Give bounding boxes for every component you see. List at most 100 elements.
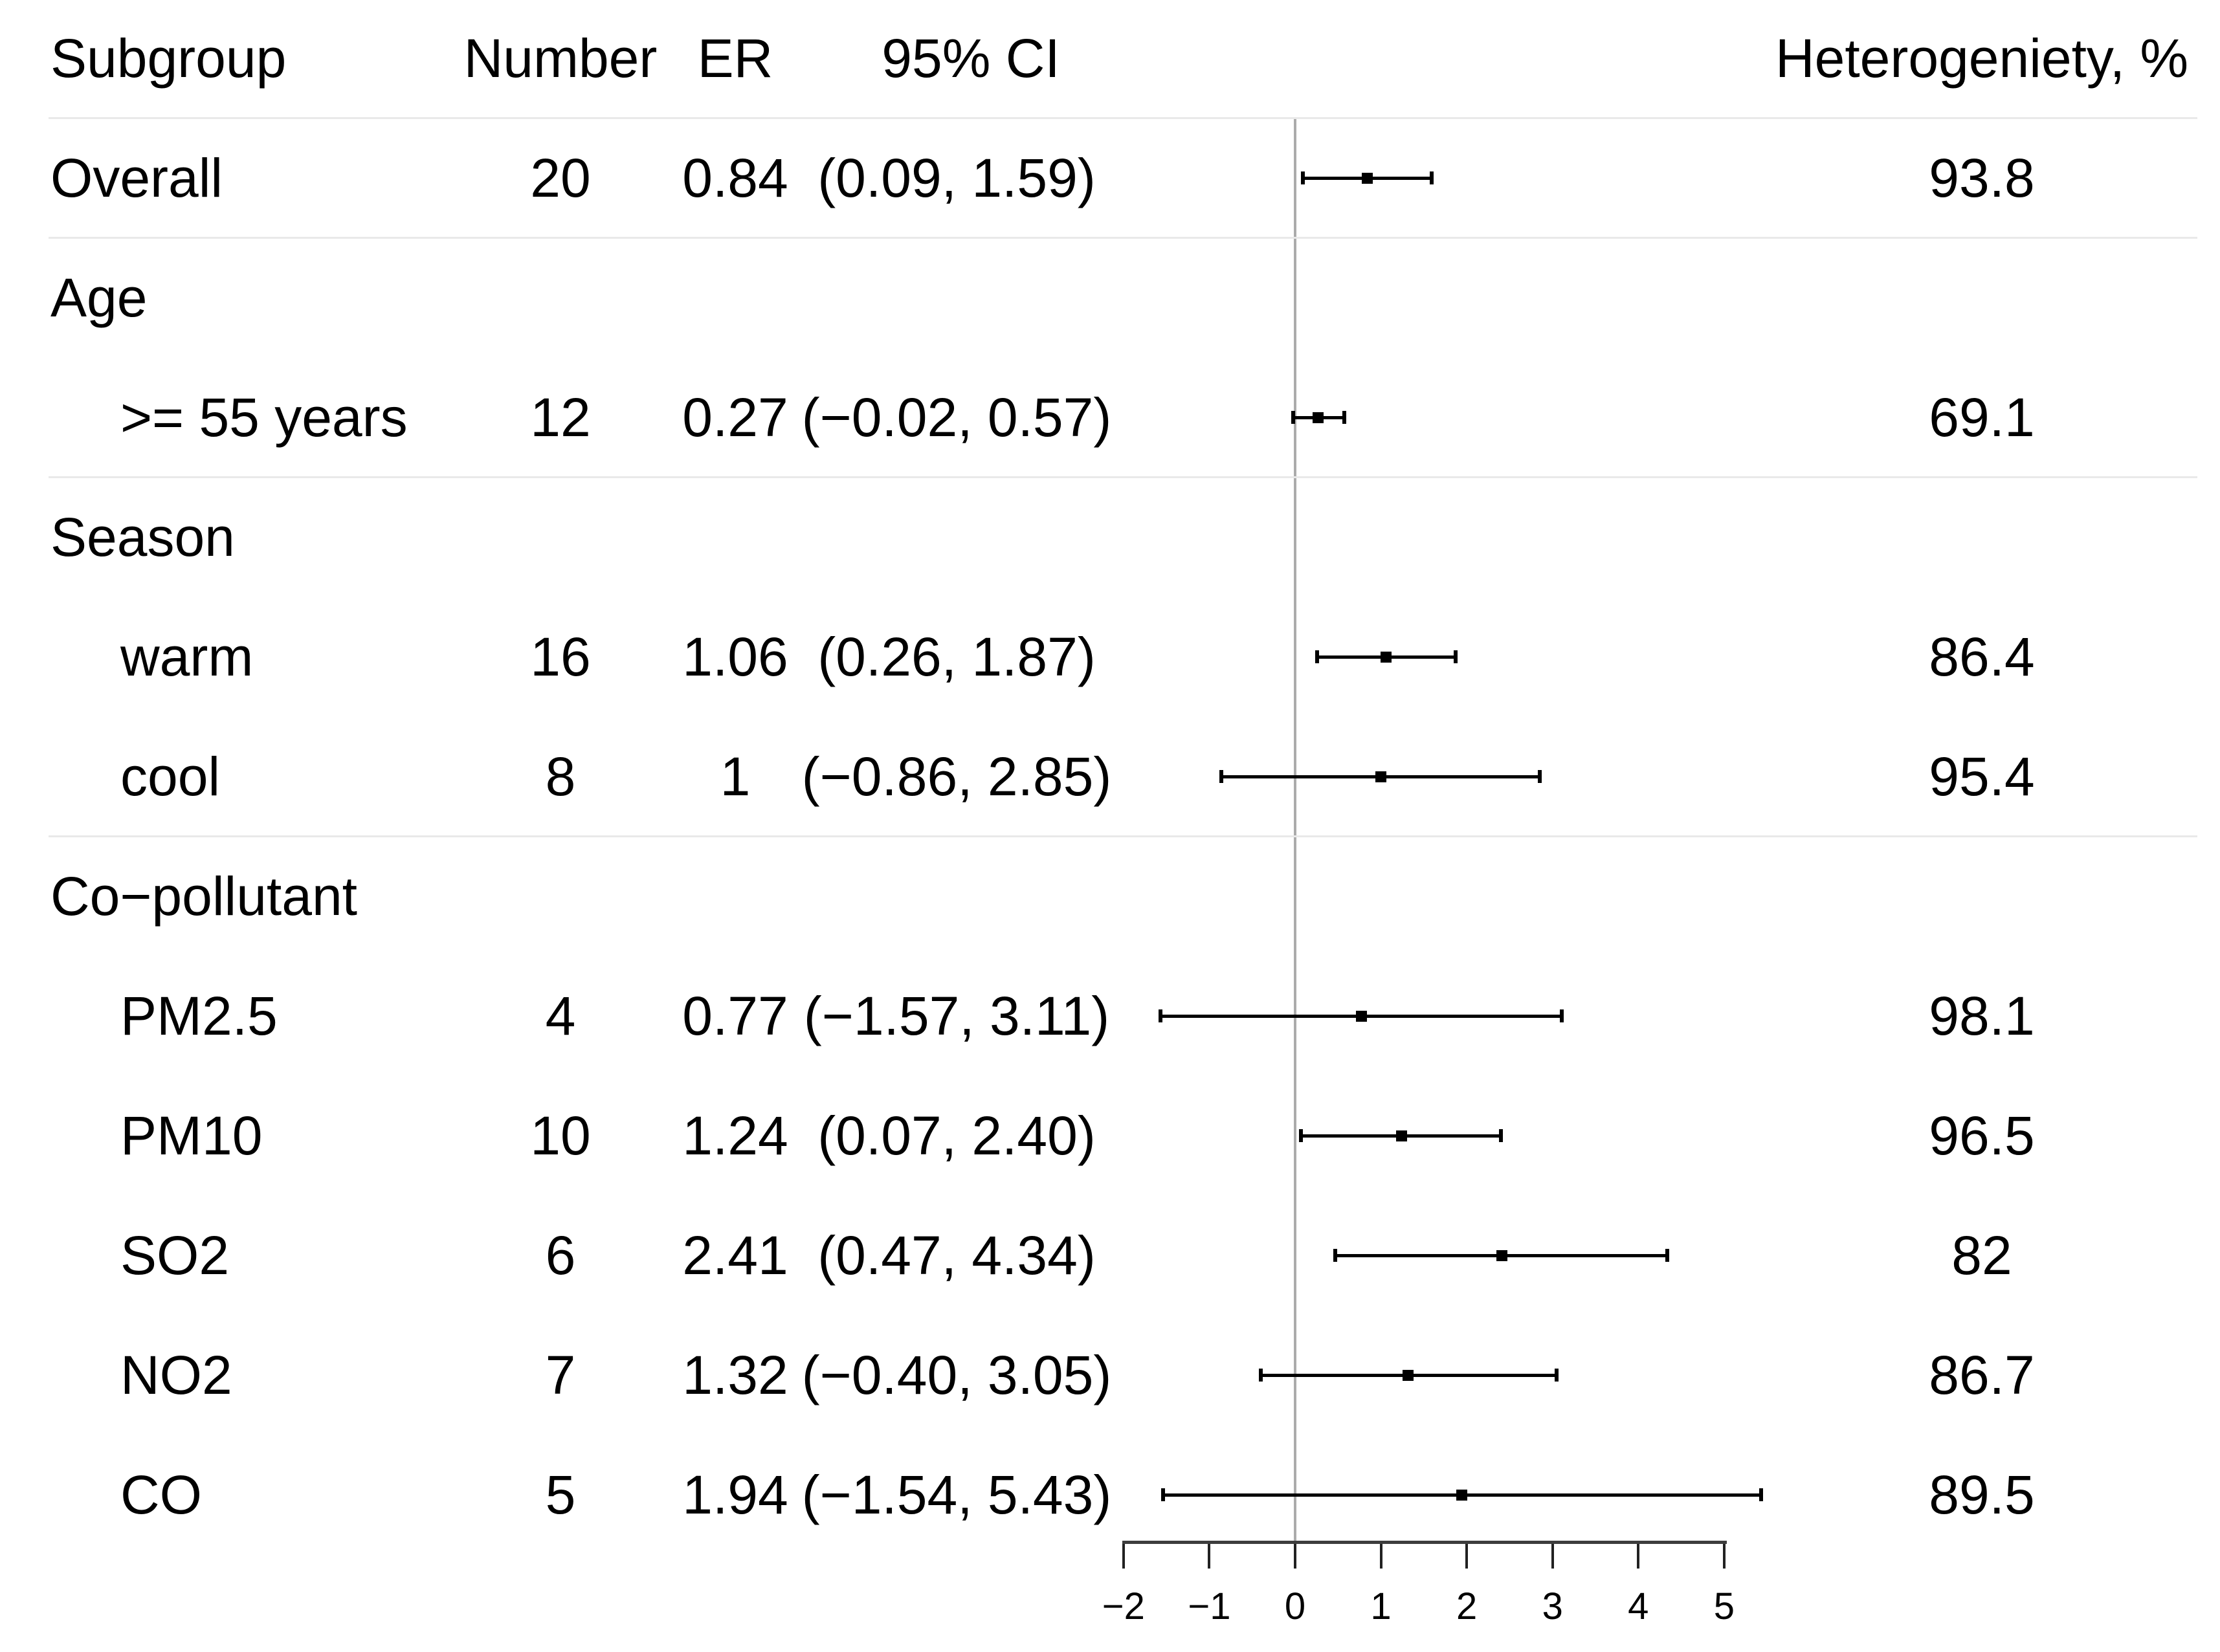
section-divider-line <box>49 476 2197 478</box>
ci-upper-cap <box>1560 1009 1564 1022</box>
ci-upper-cap <box>1759 1488 1763 1501</box>
point-estimate-marker <box>1361 172 1373 184</box>
row-er-value: 1.94 <box>682 1464 788 1525</box>
x-axis-tick <box>1465 1544 1469 1569</box>
x-axis-tick <box>1379 1544 1382 1569</box>
row-number: 7 <box>545 1345 576 1405</box>
row-ci-text: (−0.02, 0.57) <box>801 387 1112 448</box>
section-label: Age <box>50 267 148 328</box>
row-number: 12 <box>530 387 591 448</box>
row-label: Overall <box>50 148 223 208</box>
x-axis-tick-label: 2 <box>1456 1585 1478 1627</box>
x-axis-tick-label: 5 <box>1713 1585 1735 1627</box>
ci-lower-cap <box>1258 1369 1263 1382</box>
point-estimate-marker <box>1355 1010 1367 1022</box>
row-er-value: 1.24 <box>682 1105 788 1166</box>
row-label: NO2 <box>120 1345 232 1405</box>
row-heterogeneity-value: 89.5 <box>1929 1464 2035 1525</box>
ci-lower-cap <box>1158 1009 1162 1022</box>
row-ci-text: (−1.54, 5.43) <box>801 1464 1112 1525</box>
row-ci-text: (0.07, 2.40) <box>817 1105 1096 1166</box>
row-heterogeneity-value: 93.8 <box>1929 148 2035 208</box>
x-axis-tick-label: −1 <box>1188 1585 1231 1627</box>
x-axis-tick <box>1208 1544 1211 1569</box>
ci-lower-cap <box>1219 770 1223 783</box>
row-label: CO <box>120 1464 202 1525</box>
ci-upper-cap <box>1342 411 1346 424</box>
row-heterogeneity-value: 82 <box>1951 1225 2012 1286</box>
column-header-subgroup: Subgroup <box>50 28 287 89</box>
row-er-value: 0.27 <box>682 387 788 448</box>
row-heterogeneity-value: 86.7 <box>1929 1345 2035 1405</box>
section-divider-line <box>49 236 2197 239</box>
x-axis-tick <box>1551 1544 1554 1569</box>
ci-upper-cap <box>1665 1249 1670 1262</box>
row-er-value: 1.06 <box>682 626 788 687</box>
row-er-value: 0.84 <box>682 148 788 208</box>
point-estimate-marker <box>1395 1130 1407 1141</box>
x-axis-tick <box>1122 1544 1125 1569</box>
x-axis-tick <box>1294 1544 1296 1569</box>
section-label: Season <box>50 507 235 567</box>
ci-upper-cap <box>1429 171 1434 184</box>
ci-upper-cap <box>1499 1129 1504 1142</box>
row-heterogeneity-value: 95.4 <box>1929 746 2035 807</box>
row-number: 4 <box>545 986 576 1046</box>
ci-lower-cap <box>1299 1129 1304 1142</box>
row-label: PM2.5 <box>120 986 278 1046</box>
column-header-number: Number <box>463 28 658 89</box>
row-er-value: 2.41 <box>682 1225 788 1286</box>
row-ci-text: (−0.40, 3.05) <box>801 1345 1112 1405</box>
ci-lower-cap <box>1291 411 1296 424</box>
ci-upper-cap <box>1537 770 1542 783</box>
ci-lower-cap <box>1160 1488 1165 1501</box>
row-label: PM10 <box>120 1105 263 1166</box>
row-heterogeneity-value: 98.1 <box>1929 986 2035 1046</box>
row-ci-text: (0.47, 4.34) <box>817 1225 1096 1286</box>
row-heterogeneity-value: 86.4 <box>1929 626 2035 687</box>
x-axis-tick-label: 1 <box>1370 1585 1392 1627</box>
ci-upper-cap <box>1555 1369 1559 1382</box>
row-ci-text: (−1.57, 3.11) <box>803 986 1110 1046</box>
row-label: >= 55 years <box>120 387 408 448</box>
x-axis-tick-label: 4 <box>1628 1585 1649 1627</box>
row-number: 20 <box>530 148 591 208</box>
section-divider-line <box>49 835 2197 837</box>
row-label: cool <box>120 746 221 807</box>
row-label: SO2 <box>120 1225 230 1286</box>
row-er-value: 1 <box>720 746 751 807</box>
row-er-value: 1.32 <box>682 1345 788 1405</box>
row-number: 16 <box>530 626 591 687</box>
row-ci-text: (0.09, 1.59) <box>817 148 1096 208</box>
row-heterogeneity-value: 69.1 <box>1929 387 2035 448</box>
column-header-heterogeneity: Heterogeniety, % <box>1775 28 2189 89</box>
row-number: 5 <box>545 1464 576 1525</box>
x-axis-tick <box>1722 1544 1726 1569</box>
point-estimate-marker <box>1375 771 1387 782</box>
zero-reference-line <box>1294 118 1296 1542</box>
point-estimate-marker <box>1381 651 1392 663</box>
point-estimate-marker <box>1313 412 1324 423</box>
row-number: 10 <box>530 1105 591 1166</box>
point-estimate-marker <box>1456 1489 1467 1501</box>
column-header-er: ER <box>697 28 773 89</box>
row-number: 6 <box>545 1225 576 1286</box>
row-ci-text: (−0.86, 2.85) <box>801 746 1112 807</box>
header-divider-line <box>49 116 2197 119</box>
ci-lower-cap <box>1315 650 1320 663</box>
ci-upper-cap <box>1453 650 1458 663</box>
point-estimate-marker <box>1403 1369 1414 1381</box>
row-er-value: 0.77 <box>682 986 788 1046</box>
column-header-ci: 95% CI <box>882 28 1060 89</box>
row-label: warm <box>120 626 254 687</box>
row-heterogeneity-value: 96.5 <box>1929 1105 2035 1166</box>
row-ci-text: (0.26, 1.87) <box>817 626 1096 687</box>
row-number: 8 <box>545 746 576 807</box>
point-estimate-marker <box>1496 1250 1507 1261</box>
x-axis-line <box>1122 1541 1727 1544</box>
x-axis-tick <box>1637 1544 1640 1569</box>
section-label: Co−pollutant <box>50 866 358 927</box>
ci-lower-cap <box>1333 1249 1338 1262</box>
x-axis-tick-label: −2 <box>1102 1585 1145 1627</box>
